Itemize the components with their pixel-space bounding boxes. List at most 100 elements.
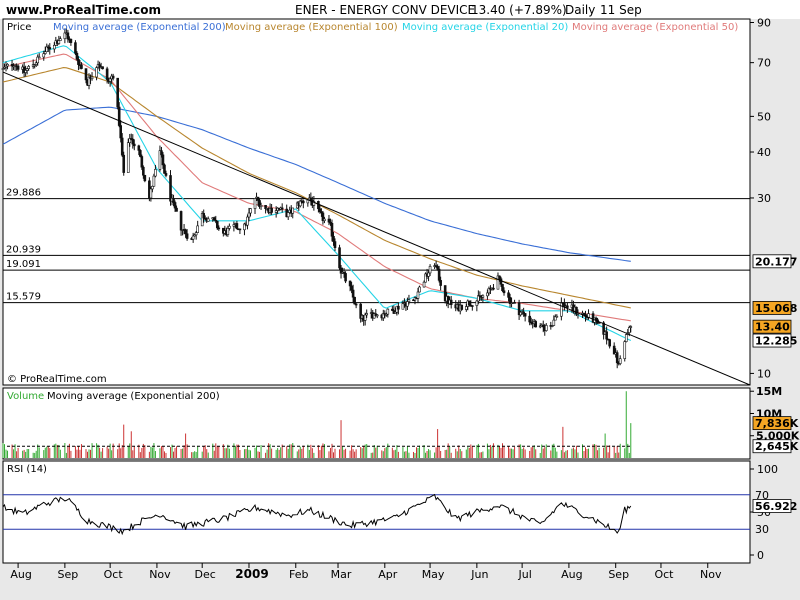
volume-legend-entry: Moving average (Exponential 200) [47, 391, 220, 402]
price-candle [264, 204, 267, 210]
price-candle [427, 272, 430, 277]
price-candle [119, 125, 123, 139]
price-candle [194, 232, 198, 236]
price-candle [318, 208, 322, 213]
value-badge-label: 15.068 [755, 302, 797, 315]
price-candle [111, 75, 115, 79]
price-candle [161, 154, 165, 166]
price-candle [247, 212, 251, 218]
price-candle [36, 56, 40, 64]
price-candle [492, 287, 495, 290]
price-candle [498, 275, 501, 280]
level-label: 19.091 [6, 259, 41, 270]
price-candle [544, 325, 548, 331]
date-tick-label: Feb [289, 568, 308, 581]
price-candle [309, 197, 313, 201]
value-badge-label: 56.922 [755, 500, 797, 513]
price-candle [163, 164, 166, 174]
price-candle [359, 303, 362, 319]
price-tick-label: 10 [757, 367, 771, 380]
legend-entry: Price [7, 22, 31, 33]
price-candle [478, 295, 482, 297]
price-candle [502, 290, 506, 294]
price-candle [566, 305, 569, 308]
price-candle [333, 241, 337, 248]
price-candle [522, 311, 525, 314]
price-candle [101, 66, 104, 70]
price-candle [501, 283, 504, 292]
price-candle [172, 198, 175, 203]
price-candle [350, 285, 353, 291]
price-candle [143, 174, 147, 182]
price-candle [169, 175, 172, 202]
support-levels: 29.886 20.939 19.091 15.579 [3, 188, 750, 304]
price-candle [4, 65, 8, 68]
price-candle [523, 313, 527, 317]
price-candle [397, 305, 400, 310]
price-legend: Price Moving average (Exponential 200) Mov… [7, 22, 738, 33]
quote-date: 11 Sep [600, 3, 642, 17]
price-candle [120, 137, 124, 156]
price-candle [74, 42, 77, 54]
price-candle [95, 67, 98, 78]
price-candle [320, 211, 323, 214]
price-candle [385, 313, 388, 316]
date-tick-label: Dec [195, 568, 216, 581]
price-candle [563, 302, 566, 307]
value-badge-label: 20.177 [755, 255, 797, 268]
price-tick-label: 30 [757, 192, 771, 205]
price-candle [116, 77, 119, 108]
price-candle [627, 327, 631, 333]
price-candle [235, 223, 239, 230]
date-tick-label: Apr [378, 568, 398, 581]
price-candle [605, 331, 608, 340]
price-candle [151, 185, 154, 190]
price-candle [160, 150, 163, 156]
price-candle [48, 47, 52, 50]
price-candle [193, 234, 196, 237]
price-tick-label: 40 [757, 146, 771, 159]
price-bars [1, 28, 633, 369]
price-candle [69, 38, 73, 43]
volume-legend: Volume Moving average (Exponential 200) [7, 391, 220, 402]
price-panel [2, 18, 751, 386]
price-candle [449, 299, 453, 305]
price-tick-label: 90 [757, 17, 771, 30]
price-candle [152, 175, 156, 187]
value-badge-label: 13.40 [755, 321, 790, 334]
price-candle [80, 64, 83, 69]
price-candle [10, 64, 14, 67]
site-name: www.ProRealTime.com [6, 3, 161, 17]
price-candle [329, 221, 332, 224]
price-candle [173, 202, 177, 209]
price-candle [33, 64, 36, 66]
price-candle [37, 56, 41, 59]
price-candle [612, 345, 616, 355]
price-candle [16, 65, 20, 70]
price-candle [3, 66, 6, 69]
price-candle [259, 204, 263, 207]
legend-entry: Moving average (Exponential 200) [53, 22, 226, 33]
date-tick-label: Jun [470, 568, 488, 581]
value-badge [752, 301, 792, 315]
price-candle [53, 44, 56, 50]
price-candle [77, 59, 80, 65]
volume-badges: 7,836K 2,645K [752, 416, 799, 453]
price-candle [575, 306, 578, 314]
price-candle [416, 291, 420, 299]
price-candle [496, 275, 500, 290]
price-candle [437, 268, 441, 281]
date-tick-label: Aug [10, 568, 31, 581]
price-candle [344, 273, 347, 282]
price-candle [471, 305, 474, 307]
price-candle [232, 224, 236, 227]
price-candle [351, 289, 355, 298]
price-candle [428, 266, 432, 274]
price-candle [256, 196, 260, 201]
price-candle [142, 166, 145, 176]
price-candle [212, 217, 216, 221]
price-candle [90, 76, 94, 80]
price-candle [439, 280, 442, 286]
price-candle [354, 303, 358, 306]
